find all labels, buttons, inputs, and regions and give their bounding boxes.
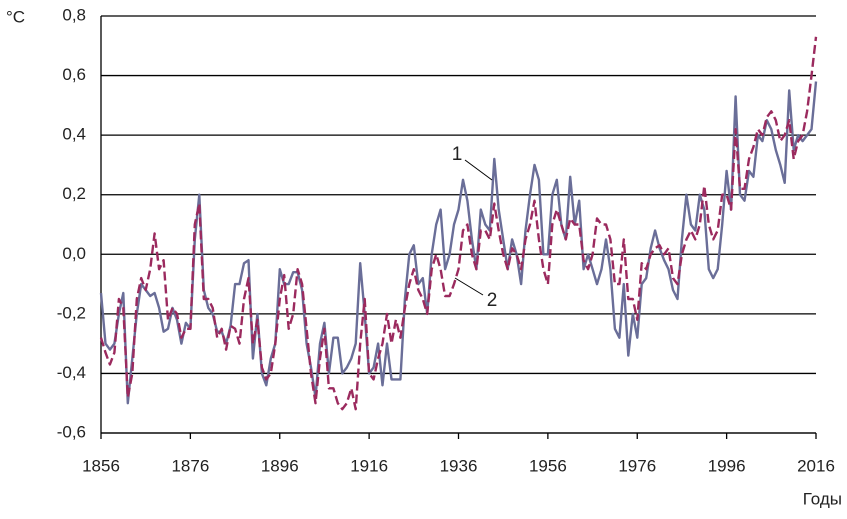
- x-tick-label: 2016: [797, 456, 835, 475]
- series-line: [99, 81, 818, 405]
- x-axis-label: Годы: [803, 489, 842, 508]
- y-tick-label: 0,8: [62, 5, 86, 24]
- x-tick-label: 1996: [708, 456, 746, 475]
- x-tick-label: 1896: [261, 456, 299, 475]
- y-tick-label: 0,0: [62, 244, 86, 263]
- x-tick-label: 1936: [440, 456, 478, 475]
- y-axis-label: °C: [6, 7, 25, 26]
- label-leader: [464, 159, 493, 181]
- x-tick-label: 1956: [529, 456, 567, 475]
- y-tick-label: -0,4: [57, 363, 86, 382]
- y-tick-label: -0,6: [57, 422, 86, 441]
- y-tick-label: 0,4: [62, 125, 86, 144]
- x-tick-label: 1976: [618, 456, 656, 475]
- x-tick-label: 1876: [171, 456, 209, 475]
- y-tick-label: -0,2: [57, 303, 86, 322]
- x-tick-label: 1916: [350, 456, 388, 475]
- y-tick-label: 0,6: [62, 65, 86, 84]
- x-tick-label: 1856: [82, 456, 120, 475]
- y-tick-label: 0,2: [62, 184, 86, 203]
- label-leader: [454, 277, 484, 296]
- series-label: 2: [487, 290, 498, 311]
- series-line: [99, 36, 818, 411]
- series-label: 1: [452, 144, 463, 165]
